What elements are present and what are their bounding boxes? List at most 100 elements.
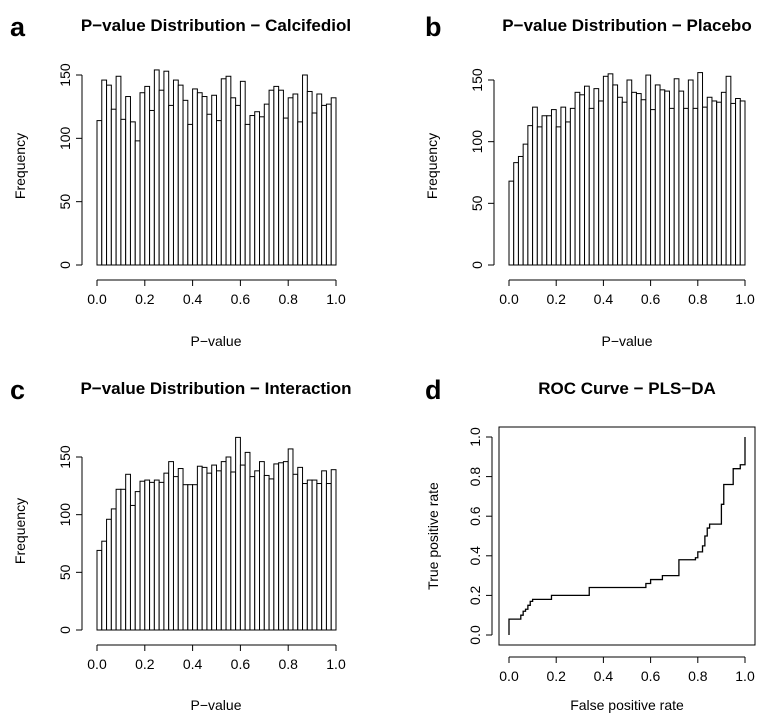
- panel-a-bar: [115, 75, 122, 266]
- panel-c-bars: [96, 436, 337, 631]
- panel-c-bar: [225, 456, 232, 631]
- panel-c-bar: [172, 476, 179, 631]
- panel-c-x-tick-label: 0.4: [183, 656, 203, 672]
- panel-a-bar: [182, 99, 189, 266]
- panel-a-bar: [235, 104, 241, 266]
- panel-a-letter: a: [10, 12, 26, 42]
- panel-a-bars: [96, 69, 337, 266]
- panel-c-bar: [134, 491, 141, 631]
- panel-a-bar: [172, 79, 179, 266]
- panel-a-bar: [297, 121, 304, 266]
- panel-c-bar: [325, 483, 332, 631]
- panel-c-bar: [115, 488, 122, 631]
- panel-b-bar: [711, 100, 718, 266]
- panel-a-bar: [96, 120, 103, 266]
- panel-a-bar: [144, 85, 151, 266]
- panel-c-bar: [196, 465, 203, 631]
- panel-b-bar: [668, 107, 675, 266]
- panel-c-y-tick-label: 100: [57, 503, 73, 527]
- panel-b-bar: [588, 107, 595, 266]
- panel-a-bar: [249, 115, 256, 266]
- panel-b-bar: [706, 96, 713, 266]
- panel-b-bar: [527, 125, 534, 266]
- panel-b-bar: [536, 126, 543, 266]
- panel-a-bar: [321, 104, 327, 266]
- panel-b-x-tick-label: 0.8: [688, 291, 708, 307]
- panel-c-bar: [177, 468, 184, 631]
- panel-a-bar: [220, 78, 227, 266]
- panel-b-bar: [730, 102, 737, 266]
- panel-b-x-axis: 0.0 0.2 0.4 0.6 0.8 1.0: [499, 279, 755, 307]
- panel-a-y-axis-label: Frequency: [12, 133, 28, 199]
- panel-c-y-tick-label: 50: [57, 564, 73, 580]
- panel-a-bar: [216, 120, 222, 266]
- panel-c-x-axis: 0.0 0.2 0.4 0.6 0.8 1.0: [87, 644, 346, 672]
- panel-b-bar: [725, 75, 732, 266]
- panel-a-bar: [316, 93, 323, 266]
- panel-d-y-tick-label: 1.0: [467, 427, 483, 447]
- panel-c-bar: [330, 469, 337, 631]
- panel-d-letter: d: [425, 375, 442, 405]
- panel-c-bar: [106, 518, 112, 631]
- panel-b-bar: [716, 101, 722, 266]
- panel-c-bar: [244, 451, 251, 631]
- panel-b: b P−value Distribution − Placebo 0.0 0.2 0…: [424, 12, 755, 349]
- panel-b-bar: [598, 100, 604, 266]
- panel-c-bar: [302, 483, 308, 631]
- panel-b-bar: [541, 115, 548, 266]
- panel-a-bar: [278, 89, 284, 266]
- panel-a-bar: [106, 84, 112, 266]
- panel-b-bar: [546, 115, 552, 266]
- panel-c-bar: [297, 466, 304, 631]
- panel-d-x-tick-label: 0.4: [594, 668, 614, 684]
- panel-b-y-tick-label: 150: [469, 68, 485, 92]
- panel-c-bar: [230, 471, 237, 631]
- panel-d-x-tick-label: 0.8: [688, 668, 708, 684]
- panel-c-bar: [168, 461, 174, 631]
- panel-a-bar: [134, 140, 141, 266]
- panel-b-bar: [532, 106, 538, 266]
- panel-b-title: P−value Distribution − Placebo: [502, 16, 751, 35]
- panel-b-bar: [739, 100, 746, 266]
- panel-b-bar: [687, 79, 694, 266]
- panel-c-y-tick-label: 0: [57, 626, 73, 634]
- panel-c-x-tick-label: 1.0: [326, 656, 346, 672]
- panel-b-bar: [612, 84, 619, 266]
- panel-a-bar: [211, 94, 218, 266]
- panel-b-x-axis-label: P−value: [602, 333, 653, 349]
- panel-a-bar: [302, 74, 308, 266]
- panel-a-bar: [330, 97, 337, 266]
- panel-b-x-tick-label: 0.0: [499, 291, 519, 307]
- panel-a-bar: [263, 103, 270, 266]
- panel-c-letter: c: [10, 375, 25, 405]
- panel-c-bar: [249, 476, 256, 631]
- panel-b-bar: [720, 91, 727, 266]
- panel-b-bar: [593, 88, 600, 266]
- panel-c-bar: [158, 481, 165, 631]
- panel-b-bar: [735, 98, 741, 266]
- panel-c-x-axis-label: P−value: [191, 697, 242, 713]
- panel-c-bar: [278, 462, 284, 631]
- panel-b-bar: [508, 180, 515, 266]
- panel-b-bar: [565, 121, 571, 266]
- panel-b-letter: b: [425, 12, 442, 42]
- panel-b-bar: [517, 155, 524, 266]
- panel-b-bar: [602, 75, 609, 266]
- panel-c-bar: [149, 481, 155, 631]
- panel-d-y-axis-label: True positive rate: [425, 482, 441, 590]
- panel-a-bar: [287, 97, 294, 266]
- panel-a-bar: [239, 80, 246, 266]
- panel-c-title: P−value Distribution − Interaction: [80, 379, 351, 398]
- panel-b-bar: [555, 126, 562, 266]
- panel-a-y-tick-label: 100: [57, 126, 73, 150]
- panel-d-title: ROC Curve − PLS−DA: [538, 379, 716, 398]
- panel-a-bar: [206, 113, 213, 266]
- panel-c-bar: [306, 479, 313, 631]
- panel-d-x-tick-label: 1.0: [735, 668, 755, 684]
- panel-c-bar: [239, 464, 246, 631]
- panel-a-bar: [110, 108, 117, 266]
- panel-d-y-tick-label: 0.4: [467, 546, 483, 566]
- panel-b-x-tick-label: 0.2: [546, 291, 566, 307]
- panel-d-x-axis: 0.0 0.2 0.4 0.6 0.8 1.0: [499, 656, 755, 684]
